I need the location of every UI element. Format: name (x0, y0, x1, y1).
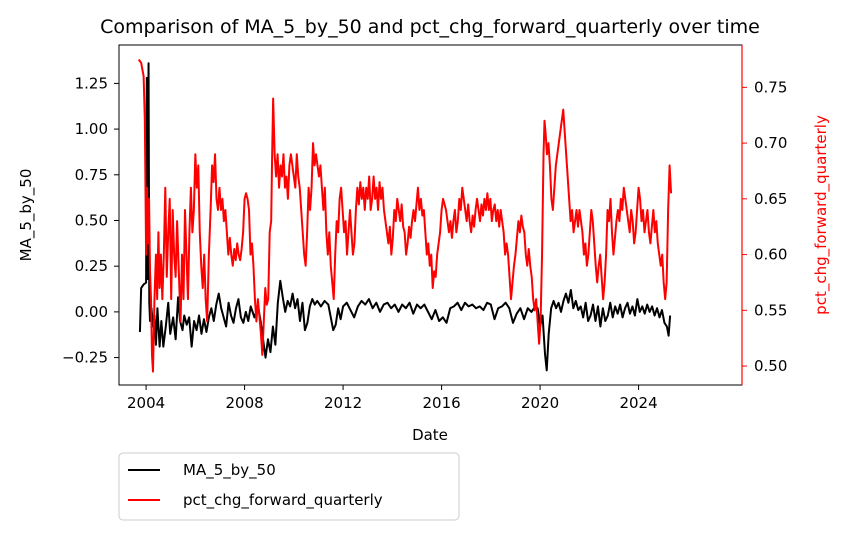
y-right-tick-label: 0.70 (754, 134, 787, 152)
x-tick-label: 2004 (127, 394, 165, 412)
y-left-tick-label: 0.25 (75, 257, 108, 275)
y-right-tick-label: 0.55 (754, 301, 787, 319)
x-tick-label: 2008 (225, 394, 263, 412)
y-left-tick-label: 1.00 (75, 120, 108, 138)
y-axis-left-label: MA_5_by_50 (17, 169, 36, 262)
x-tick-label: 2016 (422, 394, 460, 412)
series-line-pct-chg-forward-quarterly (137, 58, 673, 373)
x-tick-label: 2024 (619, 394, 657, 412)
x-axis-label: Date (412, 426, 448, 444)
x-tick-label: 2020 (521, 394, 559, 412)
y-left-tick-label: −0.25 (62, 349, 108, 367)
legend-label-pct-chg-forward-quarterly: pct_chg_forward_quarterly (183, 491, 383, 510)
y-left-tick-label: 0.75 (75, 166, 108, 184)
axes: 2004 2008 2012 2016 2020 2024 −0.25 0.00 0.25 0.5… (62, 45, 787, 412)
x-tick-label: 2012 (324, 394, 362, 412)
y-right-tick-label: 0.60 (754, 246, 787, 264)
y-axis-right-label: pct_chg_forward_quarterly (812, 115, 831, 315)
y-right-tick-label: 0.75 (754, 78, 787, 96)
legend-label-ma-5-by-50: MA_5_by_50 (183, 461, 276, 480)
y-right-tick-label: 0.65 (754, 190, 787, 208)
legend-box (118, 452, 460, 521)
plot-area (137, 58, 673, 373)
chart-title: Comparison of MA_5_by_50 and pct_chg_for… (100, 16, 760, 38)
y-right-tick-label: 0.50 (754, 357, 787, 375)
y-left-tick-label: 1.25 (75, 74, 108, 92)
y-left-tick-label: 0.00 (75, 303, 108, 321)
legend: MA_5_by_50 pct_chg_forward_quarterly (118, 452, 460, 521)
y-left-tick-label: 0.50 (75, 211, 108, 229)
series-line-ma-5-by-50 (138, 62, 672, 372)
